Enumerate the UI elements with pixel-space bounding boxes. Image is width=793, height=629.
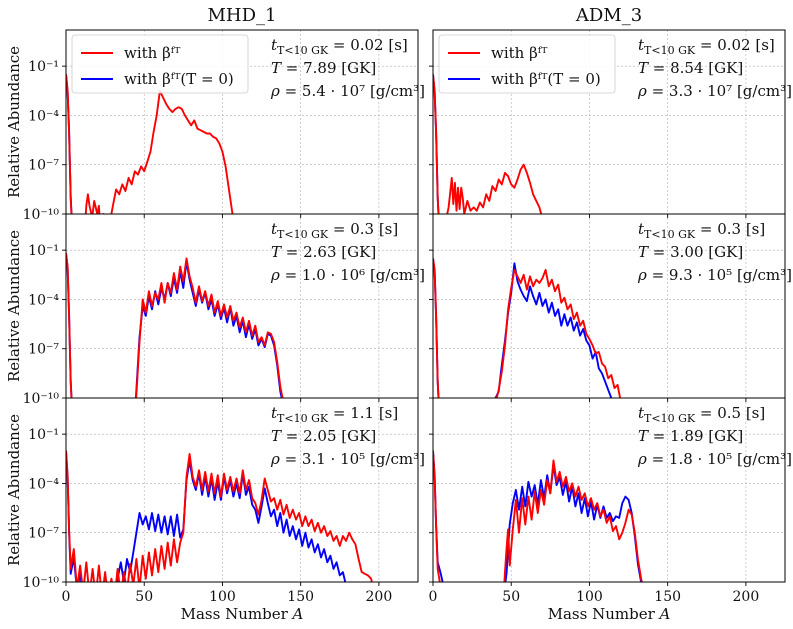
series-line	[433, 450, 643, 582]
y-tick-label: 10⁻⁴	[28, 108, 59, 124]
annotation-temperature: T = 2.63 [GK]	[271, 243, 376, 261]
annotation-time: tT<10 GK = 0.02 [s]	[271, 36, 408, 57]
y-tick-label: 10⁻⁷	[28, 526, 59, 542]
column-title: MHD_1	[207, 5, 276, 26]
y-axis-label: Relative Abundance	[5, 230, 23, 382]
panel-frame	[65, 397, 419, 583]
annotation-density: ρ = 1.8 · 10⁵ [g/cm³]	[637, 450, 792, 468]
x-tick-label: 150	[287, 589, 314, 605]
series-layer	[66, 74, 643, 582]
legend-layer: with βᶠᵀ with βᶠᵀ(T = 0) with βᶠᵀ with βᶠᵀ(…	[71, 34, 616, 94]
annotation-temperature: T = 2.05 [GK]	[271, 427, 376, 445]
panel-frame	[65, 213, 419, 399]
y-axis-label: Relative Abundance	[5, 46, 23, 198]
annotation-temperature: T = 7.89 [GK]	[271, 59, 376, 77]
annotation-time: tT<10 GK = 0.3 [s]	[271, 220, 398, 241]
x-tick-label: 100	[576, 589, 603, 605]
annotation-density: ρ = 5.4 · 10⁷ [g/cm³]	[270, 82, 425, 100]
y-tick-label: 10⁻¹⁰	[23, 575, 60, 591]
series-line	[66, 450, 347, 582]
frames-layer	[65, 29, 786, 583]
y-tick-label: 10⁻¹⁰	[23, 207, 60, 223]
x-axis-label: Mass Number A	[548, 605, 671, 623]
x-tick-label: 50	[502, 589, 520, 605]
legend-label: with βᶠᵀ	[491, 44, 548, 62]
annotation-density: ρ = 3.3 · 10⁷ [g/cm³]	[637, 82, 792, 100]
series-line	[433, 450, 643, 582]
annotation-temperature: T = 8.54 [GK]	[638, 59, 743, 77]
x-axis-label: Mass Number A	[181, 605, 304, 623]
y-tick-label: 10⁻⁷	[28, 342, 59, 358]
legend-box	[71, 34, 249, 94]
legend-box	[438, 34, 616, 94]
text-layer: 10⁻¹ 10⁻⁴ 10⁻⁷ 10⁻¹⁰ 10⁻¹ 10⁻⁴ 10⁻⁷ 10⁻¹⁰ 10⁻¹ 10…	[5, 5, 792, 623]
x-tick-label: 50	[135, 589, 153, 605]
annotation-density: ρ = 3.1 · 10⁵ [g/cm³]	[270, 450, 425, 468]
y-tick-label: 10⁻¹	[28, 59, 59, 75]
x-tick-label: 0	[62, 589, 71, 605]
series-line	[66, 450, 373, 582]
annotation-temperature: T = 1.89 [GK]	[638, 427, 743, 445]
legend-label: with βᶠᵀ	[124, 44, 181, 62]
series-line	[66, 74, 234, 214]
annotation-temperature: T = 3.00 [GK]	[638, 243, 743, 261]
y-tick-label: 10⁻⁴	[28, 476, 59, 492]
y-tick-label: 10⁻¹	[28, 427, 59, 443]
annotation-time: tT<10 GK = 0.5 [s]	[638, 404, 765, 425]
y-axis-label: Relative Abundance	[5, 414, 23, 566]
y-tick-label: 10⁻⁴	[28, 292, 59, 308]
y-tick-label: 10⁻¹⁰	[23, 391, 60, 407]
series-line	[66, 253, 283, 398]
grid-layer	[65, 30, 785, 583]
panel-frame	[432, 213, 786, 399]
series-line	[433, 74, 543, 214]
series-line	[66, 253, 284, 398]
annotation-time: tT<10 GK = 1.1 [s]	[271, 404, 398, 425]
x-tick-label: 200	[733, 589, 760, 605]
y-tick-label: 10⁻⁷	[28, 158, 59, 174]
x-tick-label: 100	[209, 589, 236, 605]
column-title: ADM_3	[575, 5, 642, 26]
annotation-time: tT<10 GK = 0.3 [s]	[638, 220, 765, 241]
legend-label: with βᶠᵀ(T = 0)	[491, 70, 601, 88]
x-tick-label: 0	[429, 589, 438, 605]
ticks-layer	[62, 65, 747, 586]
annotation-density: ρ = 9.3 · 10⁵ [g/cm³]	[637, 266, 792, 284]
panel-frame	[432, 397, 786, 583]
y-tick-label: 10⁻¹	[28, 243, 59, 259]
annotation-time: tT<10 GK = 0.02 [s]	[638, 36, 775, 57]
series-line	[433, 258, 622, 398]
x-tick-label: 200	[366, 589, 393, 605]
legend-label: with βᶠᵀ(T = 0)	[124, 70, 234, 88]
x-tick-label: 150	[654, 589, 681, 605]
annotation-density: ρ = 1.0 · 10⁶ [g/cm³]	[270, 266, 425, 284]
